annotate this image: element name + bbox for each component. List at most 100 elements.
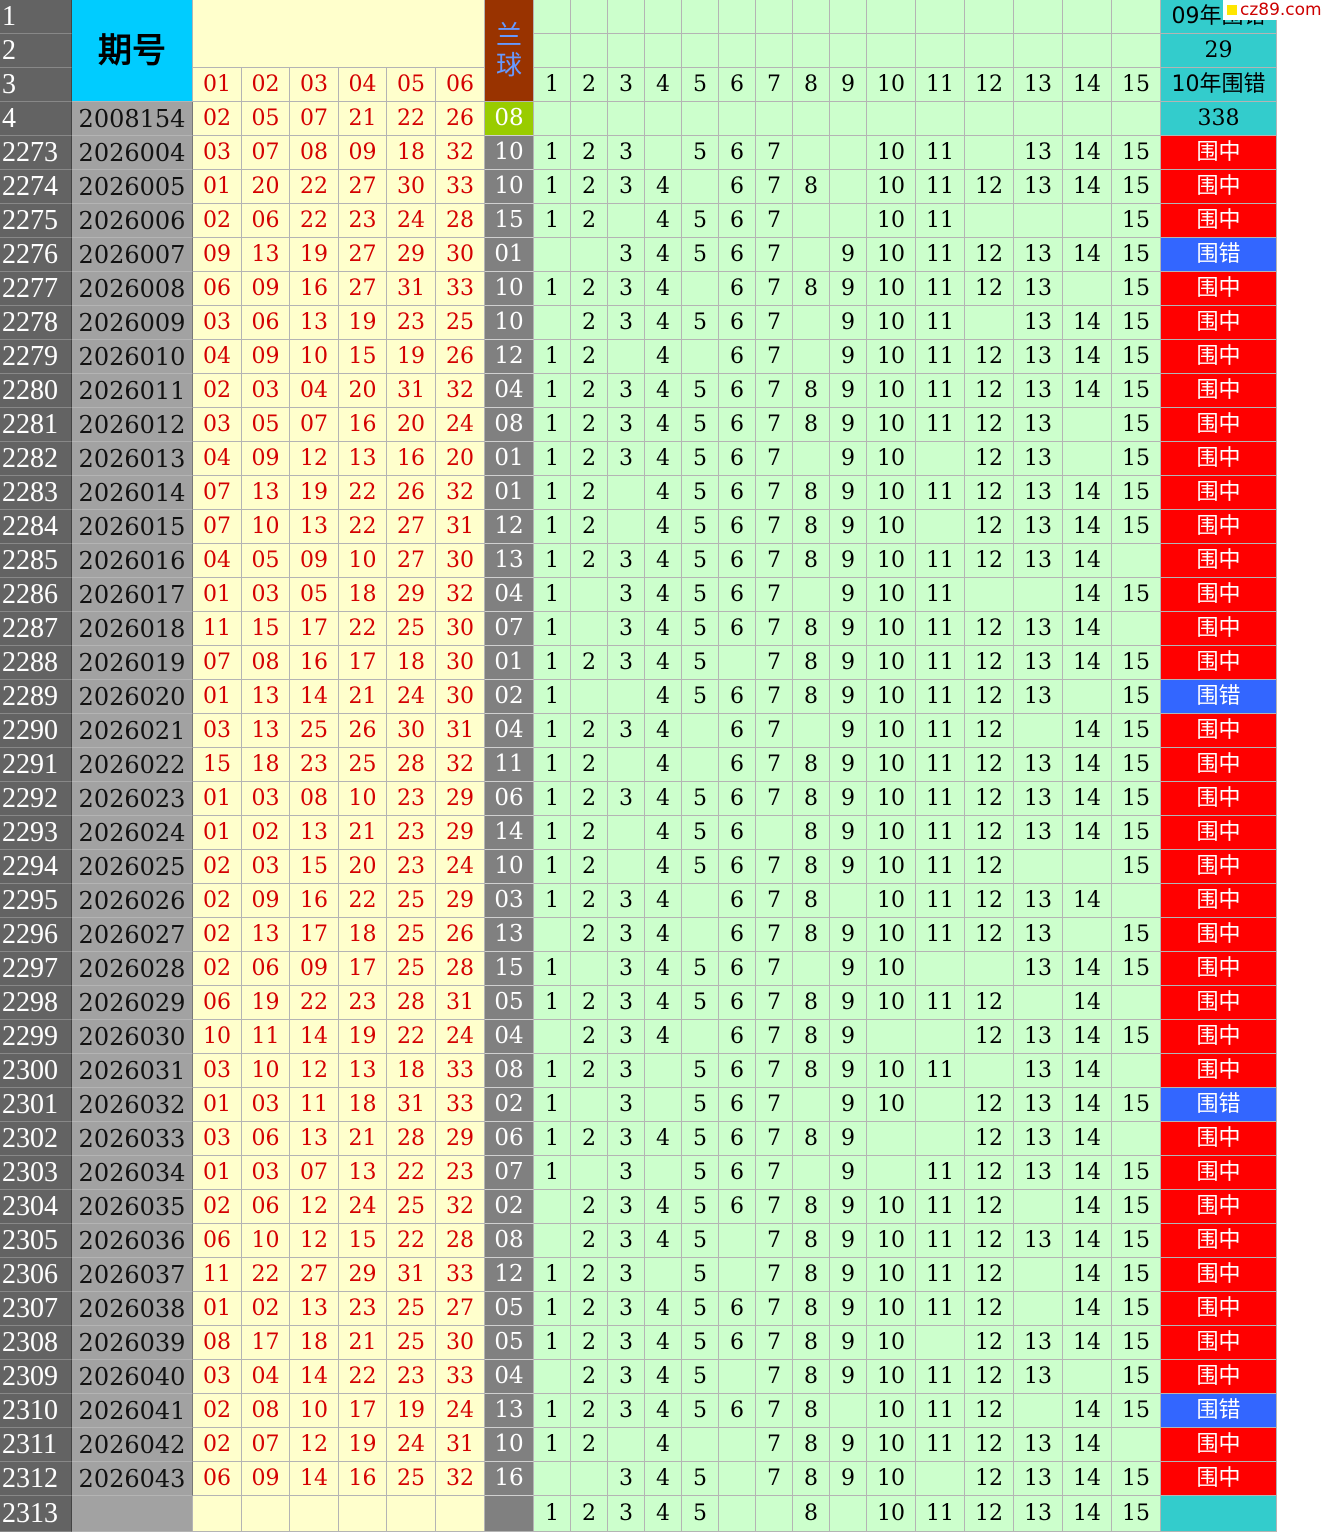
red-ball[interactable]: 03 — [242, 1088, 290, 1122]
digit-cell[interactable]: 6 — [719, 748, 756, 782]
digit-cell[interactable]: 15 — [1112, 1156, 1161, 1190]
red-ball[interactable]: 13 — [339, 1054, 387, 1088]
red-ball[interactable]: 25 — [387, 1190, 436, 1224]
digit-cell[interactable]: 6 — [719, 238, 756, 272]
red-header-blank[interactable] — [193, 0, 485, 68]
red-ball[interactable]: 24 — [387, 680, 436, 714]
row-number[interactable]: 2274 — [0, 170, 72, 204]
red-ball[interactable]: 13 — [290, 1122, 339, 1156]
red-ball[interactable]: 09 — [242, 442, 290, 476]
result-badge[interactable]: 围中 — [1161, 408, 1277, 442]
digit-cell[interactable]: 2 — [571, 1394, 608, 1428]
red-ball[interactable]: 03 — [242, 374, 290, 408]
row-number[interactable]: 2275 — [0, 204, 72, 238]
digit-cell[interactable] — [916, 510, 965, 544]
row-number[interactable]: 2307 — [0, 1292, 72, 1326]
digit-cell[interactable]: 8 — [793, 884, 830, 918]
red-ball[interactable]: 25 — [387, 612, 436, 646]
digit-cell[interactable]: 2 — [571, 510, 608, 544]
blue-ball[interactable]: 04 — [485, 714, 534, 748]
period-number[interactable]: 2026014 — [72, 476, 193, 510]
red-ball[interactable]: 13 — [242, 476, 290, 510]
digit-cell[interactable]: 9 — [830, 952, 867, 986]
digit-cell[interactable]: 4 — [645, 748, 682, 782]
digit-cell[interactable] — [1063, 1360, 1112, 1394]
red-ball[interactable]: 30 — [436, 238, 485, 272]
digit-cell[interactable]: 1 — [534, 136, 571, 170]
digit-cell[interactable]: 4 — [645, 408, 682, 442]
digit-cell[interactable]: 12 — [965, 1088, 1014, 1122]
digit-cell[interactable]: 12 — [965, 476, 1014, 510]
digit-cell[interactable]: 14 — [1063, 578, 1112, 612]
red-ball[interactable]: 02 — [193, 1394, 242, 1428]
blue-ball[interactable]: 04 — [485, 1020, 534, 1054]
digit-cell[interactable]: 9 — [830, 986, 867, 1020]
red-ball[interactable]: 22 — [290, 204, 339, 238]
digit-cell[interactable]: 3 — [608, 1088, 645, 1122]
red-ball[interactable]: 24 — [436, 850, 485, 884]
result-badge[interactable]: 围中 — [1161, 850, 1277, 884]
next-digit-cell[interactable]: 1 — [534, 1496, 571, 1532]
red-ball[interactable]: 08 — [242, 1394, 290, 1428]
red-ball[interactable]: 03 — [242, 578, 290, 612]
digit-cell[interactable]: 11 — [916, 136, 965, 170]
digit-cell[interactable]: 2 — [571, 782, 608, 816]
digit-cell[interactable]: 7 — [756, 952, 793, 986]
digit-cell[interactable]: 9 — [830, 578, 867, 612]
digit-cell[interactable] — [571, 238, 608, 272]
digit-cell[interactable] — [965, 204, 1014, 238]
digit-cell[interactable]: 13 — [1014, 408, 1063, 442]
digit-cell[interactable]: 8 — [793, 1122, 830, 1156]
digit-cell[interactable]: 5 — [682, 1122, 719, 1156]
red-ball[interactable]: 33 — [436, 1088, 485, 1122]
digit-cell[interactable] — [1063, 408, 1112, 442]
digit-cell[interactable]: 10 — [867, 510, 916, 544]
digit-cell[interactable]: 13 — [1014, 884, 1063, 918]
blue-ball[interactable]: 07 — [485, 612, 534, 646]
red-ball[interactable]: 30 — [387, 714, 436, 748]
digit-cell[interactable]: 8 — [793, 1190, 830, 1224]
digit-cell[interactable]: 10 — [867, 918, 916, 952]
digit-cell[interactable]: 9 — [830, 1190, 867, 1224]
digit-cell[interactable]: 11 — [916, 1054, 965, 1088]
digit-cell[interactable]: 10 — [867, 1258, 916, 1292]
digit-cell[interactable]: 5 — [682, 238, 719, 272]
blue-ball[interactable]: 07 — [485, 1156, 534, 1190]
digit-cell[interactable]: 7 — [756, 272, 793, 306]
digit-cell[interactable]: 6 — [719, 816, 756, 850]
digit-cell[interactable]: 2 — [571, 986, 608, 1020]
blue-ball[interactable]: 08 — [485, 408, 534, 442]
digit-cell[interactable]: 6 — [719, 986, 756, 1020]
red-ball[interactable]: 22 — [290, 986, 339, 1020]
digit-cell[interactable]: 10 — [867, 238, 916, 272]
digit-cell[interactable]: 2 — [571, 136, 608, 170]
digit-cell[interactable]: 14 — [1063, 1156, 1112, 1190]
digit-cell[interactable]: 7 — [756, 1394, 793, 1428]
period-number[interactable]: 2026004 — [72, 136, 193, 170]
digit-cell[interactable]: 5 — [682, 646, 719, 680]
red-ball[interactable]: 04 — [242, 1360, 290, 1394]
digit-cell[interactable]: 8 — [793, 408, 830, 442]
next-digit-cell[interactable]: 3 — [608, 1496, 645, 1532]
red-ball[interactable]: 16 — [290, 272, 339, 306]
red-ball[interactable]: 25 — [290, 714, 339, 748]
digit-cell[interactable]: 13 — [1014, 952, 1063, 986]
digit-cell[interactable]: 3 — [608, 1190, 645, 1224]
digit-cell[interactable]: 12 — [965, 1156, 1014, 1190]
digit-cell[interactable]: 7 — [756, 918, 793, 952]
digit-cell[interactable]: 5 — [682, 1292, 719, 1326]
red-ball[interactable]: 09 — [193, 238, 242, 272]
digit-cell[interactable]: 8 — [793, 374, 830, 408]
blue-ball[interactable]: 06 — [485, 782, 534, 816]
red-ball[interactable]: 27 — [339, 238, 387, 272]
digit-cell[interactable]: 3 — [608, 306, 645, 340]
red-ball[interactable]: 06 — [242, 204, 290, 238]
row-number[interactable]: 2306 — [0, 1258, 72, 1292]
red-ball[interactable]: 01 — [193, 680, 242, 714]
blue-ball[interactable]: 13 — [485, 1394, 534, 1428]
period-number[interactable]: 2026016 — [72, 544, 193, 578]
digit-cell[interactable]: 10 — [867, 816, 916, 850]
digit-cell[interactable] — [534, 1462, 571, 1496]
digit-cell[interactable]: 6 — [719, 884, 756, 918]
next-digit-cell[interactable]: 13 — [1014, 1496, 1063, 1532]
